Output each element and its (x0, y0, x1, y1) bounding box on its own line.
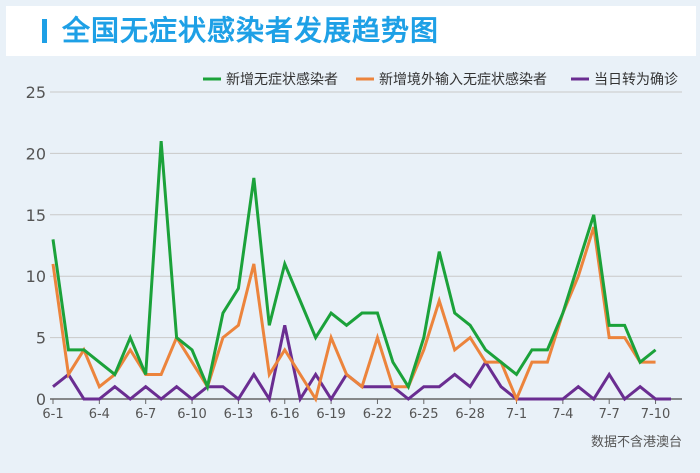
x-tick-label: 7-4 (552, 407, 573, 422)
line-chart: 0 5 10 15 20 25 6-1 6-4 6-7 6-10 6-13 6-16 6-19 6-22… (26, 71, 682, 450)
x-tick-label: 6-19 (316, 407, 346, 422)
x-tick-label: 6-16 (270, 407, 300, 422)
legend-label: 新增境外输入无症状感染者 (379, 71, 547, 88)
y-tick-label: 25 (26, 83, 46, 102)
x-tick-label: 7-7 (599, 407, 620, 422)
title-bar: 全国无症状感染者发展趋势图 (6, 6, 696, 56)
y-tick-label: 15 (26, 206, 46, 225)
x-tick-label: 6-25 (409, 407, 439, 422)
legend-label: 新增无症状感染者 (226, 71, 338, 88)
series-lines (51, 141, 671, 403)
x-axis-ticks: 6-1 6-4 6-7 6-10 6-13 6-16 6-19 6-22 6-25 6-28 7-1… (42, 399, 670, 422)
x-tick-label: 6-28 (455, 407, 485, 422)
x-tick-label: 6-7 (135, 407, 156, 422)
x-tick-label: 7-10 (641, 407, 671, 422)
y-tick-label: 10 (26, 267, 46, 286)
x-tick-label: 6-13 (224, 407, 254, 422)
y-tick-label: 0 (36, 390, 46, 409)
x-tick-label: 6-22 (363, 407, 393, 422)
x-tick-label: 6-4 (89, 407, 110, 422)
legend: 新增无症状感染者 新增境外输入无症状感染者 当日转为确诊 (203, 71, 678, 88)
x-tick-label: 7-1 (506, 407, 527, 422)
title-accent-bar (42, 19, 47, 43)
x-tick-label: 6-1 (42, 407, 63, 422)
x-tick-label: 6-10 (177, 407, 207, 422)
series-line-2 (51, 226, 656, 403)
series-line-1 (51, 141, 657, 392)
y-axis-ticks: 0 5 10 15 20 25 (26, 83, 46, 409)
footnote: 数据不含港澳台 (591, 434, 682, 450)
chart-title: 全国无症状感染者发展趋势图 (62, 14, 440, 47)
legend-label: 当日转为确诊 (594, 72, 678, 88)
y-tick-label: 5 (36, 329, 46, 348)
y-tick-label: 20 (26, 144, 46, 163)
